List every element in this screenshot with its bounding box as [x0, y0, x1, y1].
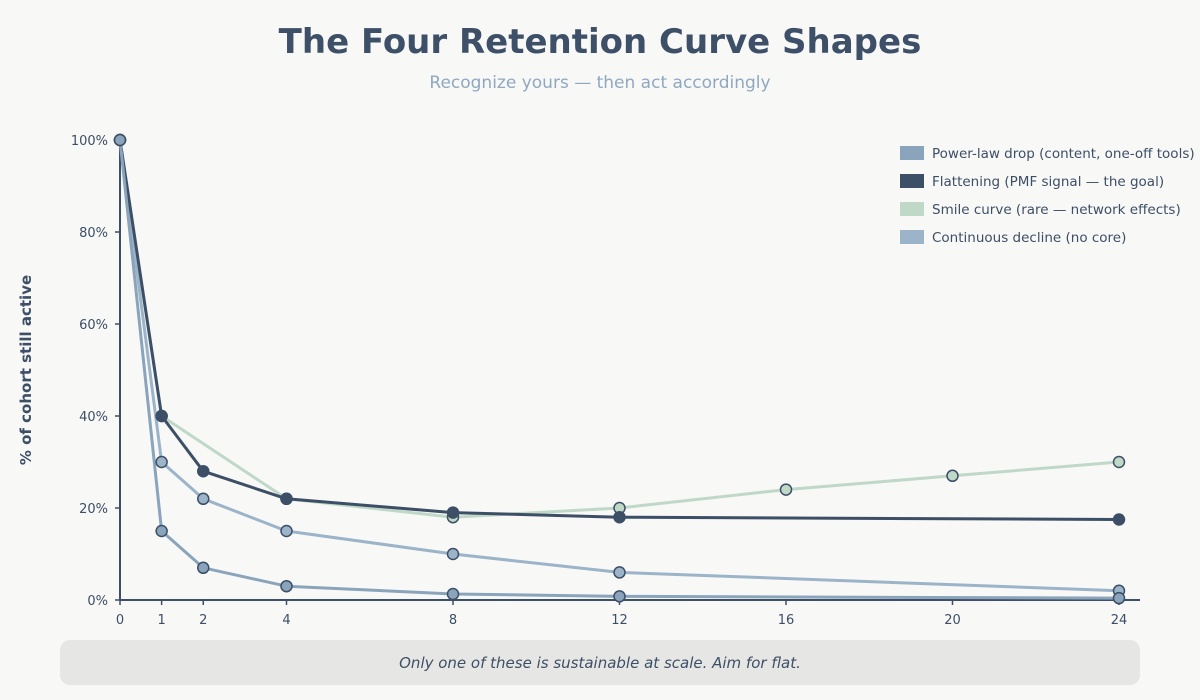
y-tick-label: 80% — [79, 226, 108, 241]
legend-label: Flattening (PMF signal — the goal) — [932, 174, 1164, 190]
data-point — [197, 561, 210, 575]
data-point — [946, 469, 959, 483]
data-point — [1112, 455, 1126, 469]
data-point — [197, 464, 210, 478]
legend-label: Continuous decline (no core) — [932, 230, 1126, 246]
data-point — [446, 587, 460, 601]
chart-title: The Four Retention Curve Shapes — [278, 22, 922, 62]
legend-swatch — [900, 146, 924, 160]
data-point — [197, 492, 210, 506]
data-point — [155, 455, 168, 469]
x-tick-label: 0 — [116, 613, 124, 628]
x-tick-label: 16 — [778, 613, 795, 628]
y-tick-label: 0% — [87, 594, 108, 609]
legend-label: Smile curve (rare — network effects) — [932, 202, 1181, 218]
data-point — [113, 133, 127, 147]
footer-note: Only one of these is sustainable at scal… — [60, 640, 1140, 685]
data-point — [613, 510, 626, 524]
x-tick-label: 1 — [157, 613, 165, 628]
legend-label: Power-law drop (content, one-off tools) — [932, 146, 1195, 162]
data-point — [1112, 591, 1126, 605]
x-tick-label: 20 — [944, 613, 961, 628]
retention-chart: 0%20%40%60%80%100%0 1 2 4 8 12 16 20 24% of coho… — [17, 133, 1195, 628]
data-point — [1112, 513, 1126, 526]
x-tick-label: 2 — [199, 613, 207, 628]
data-point — [779, 483, 793, 496]
data-point — [280, 492, 293, 506]
y-tick-label: 100% — [71, 134, 108, 149]
data-point — [613, 590, 626, 603]
data-point — [155, 524, 168, 538]
y-tick-label: 20% — [79, 502, 108, 517]
data-point — [280, 524, 293, 538]
y-axis-label: % of cohort still active — [17, 275, 35, 465]
series-line — [118, 139, 1120, 521]
x-tick-label: 4 — [282, 613, 290, 628]
series-line — [118, 139, 1120, 519]
data-point — [446, 506, 460, 519]
x-tick-label: 8 — [449, 613, 457, 628]
legend-swatch — [900, 202, 924, 216]
x-tick-label: 12 — [611, 613, 628, 628]
data-point — [280, 579, 293, 593]
chart-subtitle: Recognize yours — then act accordingly — [429, 73, 771, 93]
data-point — [155, 409, 168, 423]
legend-swatch — [900, 174, 924, 188]
x-tick-label: 24 — [1111, 613, 1128, 628]
y-tick-label: 40% — [79, 410, 108, 425]
data-point — [446, 547, 460, 561]
data-point — [613, 566, 626, 579]
legend-swatch — [900, 230, 924, 244]
y-tick-label: 60% — [79, 318, 108, 333]
